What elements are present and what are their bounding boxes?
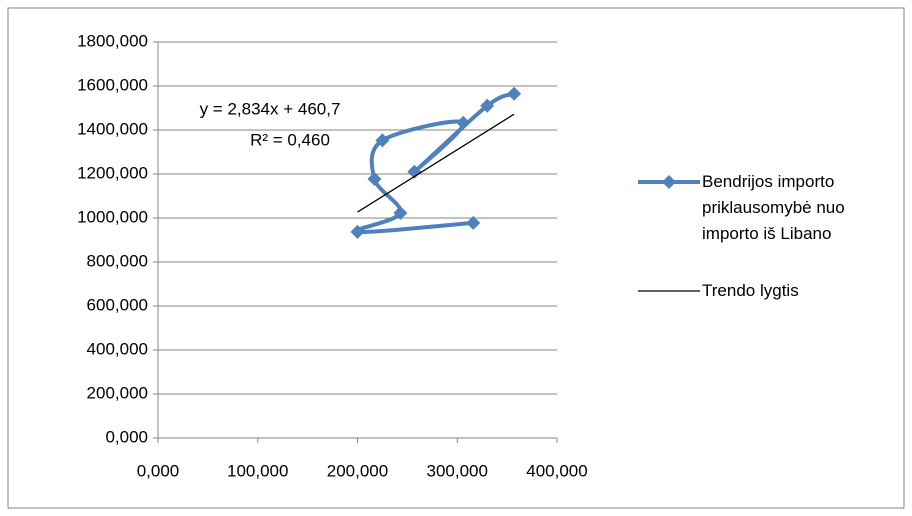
point bbox=[350, 224, 365, 239]
x-tick-label: 400,000 bbox=[526, 461, 587, 480]
series-line bbox=[353, 91, 515, 235]
trend-equation: y = 2,834x + 460,7 bbox=[200, 99, 341, 118]
point bbox=[456, 115, 471, 130]
chart-border bbox=[7, 7, 905, 509]
legend-label: Bendrijos importo priklausomybė nuo impo… bbox=[702, 172, 845, 243]
y-tick-label: 1800,000 bbox=[77, 31, 148, 50]
y-tick-label: 600,000 bbox=[87, 295, 148, 314]
x-tick-label: 300,000 bbox=[427, 461, 488, 480]
y-tick-label: 0,000 bbox=[105, 427, 148, 446]
legend-marker bbox=[662, 175, 676, 189]
y-tick-label: 400,000 bbox=[87, 339, 148, 358]
legend-label: Trendo lygtis bbox=[702, 281, 799, 300]
y-tick-label: 200,000 bbox=[87, 383, 148, 402]
point bbox=[507, 86, 522, 101]
trend-line bbox=[357, 113, 515, 213]
point bbox=[367, 172, 382, 187]
point bbox=[375, 133, 390, 148]
x-tick-label: 0,000 bbox=[137, 461, 180, 480]
x-tick-label: 200,000 bbox=[327, 461, 388, 480]
point bbox=[480, 98, 495, 113]
x-tick-label: 100,000 bbox=[227, 461, 288, 480]
point bbox=[393, 205, 408, 220]
y-tick-label: 800,000 bbox=[87, 251, 148, 270]
y-tick-label: 1400,000 bbox=[77, 119, 148, 138]
y-tick-label: 1600,000 bbox=[77, 75, 148, 94]
point bbox=[466, 215, 481, 230]
y-tick-label: 1200,000 bbox=[77, 163, 148, 182]
point bbox=[407, 164, 422, 179]
y-tick-label: 1000,000 bbox=[77, 207, 148, 226]
r-squared: R² = 0,460 bbox=[250, 130, 330, 149]
